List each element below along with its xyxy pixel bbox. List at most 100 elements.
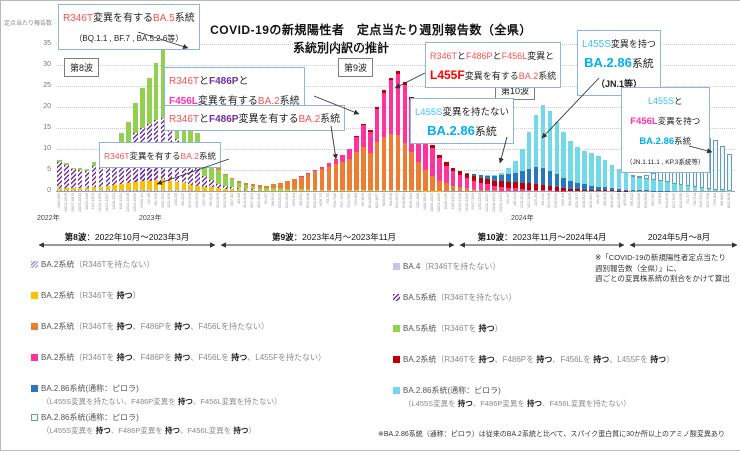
bar-segment (451, 186, 456, 191)
x-tick-label: 1/1-1/7 (506, 193, 510, 204)
legend-swatch-icon (393, 325, 400, 332)
legend-swatch-icon (31, 323, 38, 330)
text-run: と (457, 51, 466, 61)
x-tick-label: 2/20-2/26 (195, 193, 199, 208)
text-run: （JN.1.11.1 , KP.3系統等） (626, 159, 705, 166)
bar-segment (520, 171, 525, 183)
bar-segment (403, 190, 408, 191)
bar-segment (126, 190, 131, 191)
bar-segment (154, 63, 159, 120)
text-run: 変異を有する (238, 114, 298, 125)
x-tick-label: 11/7-11/13 (91, 193, 95, 210)
text-run: 系統 (199, 151, 216, 161)
x-tick-label: 1/9-1/15 (154, 193, 158, 206)
x-tick-label: 5/15-5/21 (278, 193, 282, 208)
bar-segment (168, 190, 173, 191)
bar-segment (520, 189, 525, 191)
x-tick-label: 2/13-2/19 (188, 193, 192, 208)
x-tick-label: 8/12-8/18 (727, 193, 731, 208)
x-tick-label: 1/29-2/4 (534, 193, 538, 206)
bar-week (720, 146, 725, 191)
bar-segment (161, 190, 166, 191)
bar-segment (133, 182, 138, 190)
text-run: 変異を有する (130, 151, 181, 161)
bar-segment (541, 168, 546, 186)
bar-segment (188, 190, 193, 191)
x-tick-label: 9/18-9/24 (402, 193, 406, 208)
text-run: BA.5 (153, 13, 175, 24)
legend-text-run: 持つ (479, 355, 495, 364)
bar-segment (610, 190, 615, 191)
legend-text-run: ） (666, 355, 674, 364)
legend-text-run: （L455S変異を (404, 399, 458, 408)
bar-segment (610, 165, 615, 189)
legend-item: BA.5系統（R346Tを 持つ） (393, 324, 503, 334)
x-tick-label: 10/16-10/22 (430, 193, 434, 212)
text-run: L455S (648, 96, 674, 106)
bar-segment (541, 190, 546, 191)
bar-week (637, 176, 642, 191)
x-tick-label: 7/3-7/9 (326, 193, 330, 204)
bar-segment (209, 180, 214, 188)
bar-segment (168, 181, 173, 190)
text-run: F486P (466, 51, 493, 61)
bar-week (78, 168, 83, 191)
text-run: 変異と (527, 51, 554, 61)
text-run: （BQ.1.1 , BF.7 , BA.5.2.6等） (74, 34, 183, 43)
y-tick-label: 15 (3, 124, 51, 131)
x-tick-label: 1/22-1/28 (527, 193, 531, 208)
legend-text-run: 持つ (96, 426, 111, 435)
bar-week (375, 107, 380, 191)
bar-week (451, 167, 456, 191)
text-run: 変異を持つ (658, 116, 701, 126)
legend-text-run: （R346Tを (436, 355, 478, 364)
legend-swatch-icon (393, 294, 400, 301)
bar-segment (389, 134, 394, 190)
bar-segment (506, 174, 511, 182)
bar-segment (354, 190, 359, 191)
legend-text-run: 、F456Lを (552, 355, 593, 364)
bar-week (396, 71, 401, 191)
bar-segment (534, 190, 539, 191)
x-tick-label: 2/26-3/3 (561, 193, 565, 206)
bar-segment (555, 122, 560, 175)
bar-segment (624, 173, 629, 190)
text-run: L455S (582, 39, 611, 50)
legend-text-run: 、F486P変異を (473, 399, 527, 408)
bar-segment (403, 143, 408, 190)
x-tick-label: 11/6-11/12 (451, 193, 455, 210)
bar-segment (451, 171, 456, 185)
bar-week (631, 175, 636, 191)
x-tick-label: 4/24-4/30 (257, 193, 261, 208)
bar-segment (672, 184, 677, 191)
text-run: R346T (104, 151, 130, 161)
text-run: BA.2 (519, 71, 539, 81)
legend-swatch-icon (31, 354, 38, 361)
x-tick-label: 4/22-4/28 (617, 193, 621, 208)
x-tick-label: 7/15-7/21 (699, 193, 703, 208)
bar-segment (596, 190, 601, 191)
x-tick-label: 12/26-1/1 (140, 193, 144, 208)
bar-week (589, 153, 594, 191)
bar-segment (458, 175, 463, 187)
legend-item: BA.2.86系統(通称：ピロラ)（L455S変異を 持つ、F486P変異を 持… (393, 386, 631, 408)
bar-week (85, 169, 90, 191)
x-tick-label: 12/18-12/24 (492, 193, 496, 212)
text-run: 系統 (632, 58, 654, 70)
bar-segment (292, 190, 297, 191)
legend-item: BA.2系統（R346Tを持たない） (31, 260, 154, 270)
bar-week (527, 132, 532, 191)
x-tick-label: 6/19-6/25 (313, 193, 317, 208)
x-tick-label: 8/14-8/20 (368, 193, 372, 208)
y-tick-label: 30 (3, 61, 51, 68)
bar-week (561, 132, 566, 191)
bar-segment (347, 190, 352, 191)
bar-segment (327, 167, 332, 190)
bar-segment (133, 190, 138, 191)
bar-segment (568, 141, 573, 181)
bar-week (92, 162, 97, 191)
text-run: BA.2.86 (427, 123, 475, 138)
x-tick-label: 8/5-8/11 (720, 193, 724, 206)
